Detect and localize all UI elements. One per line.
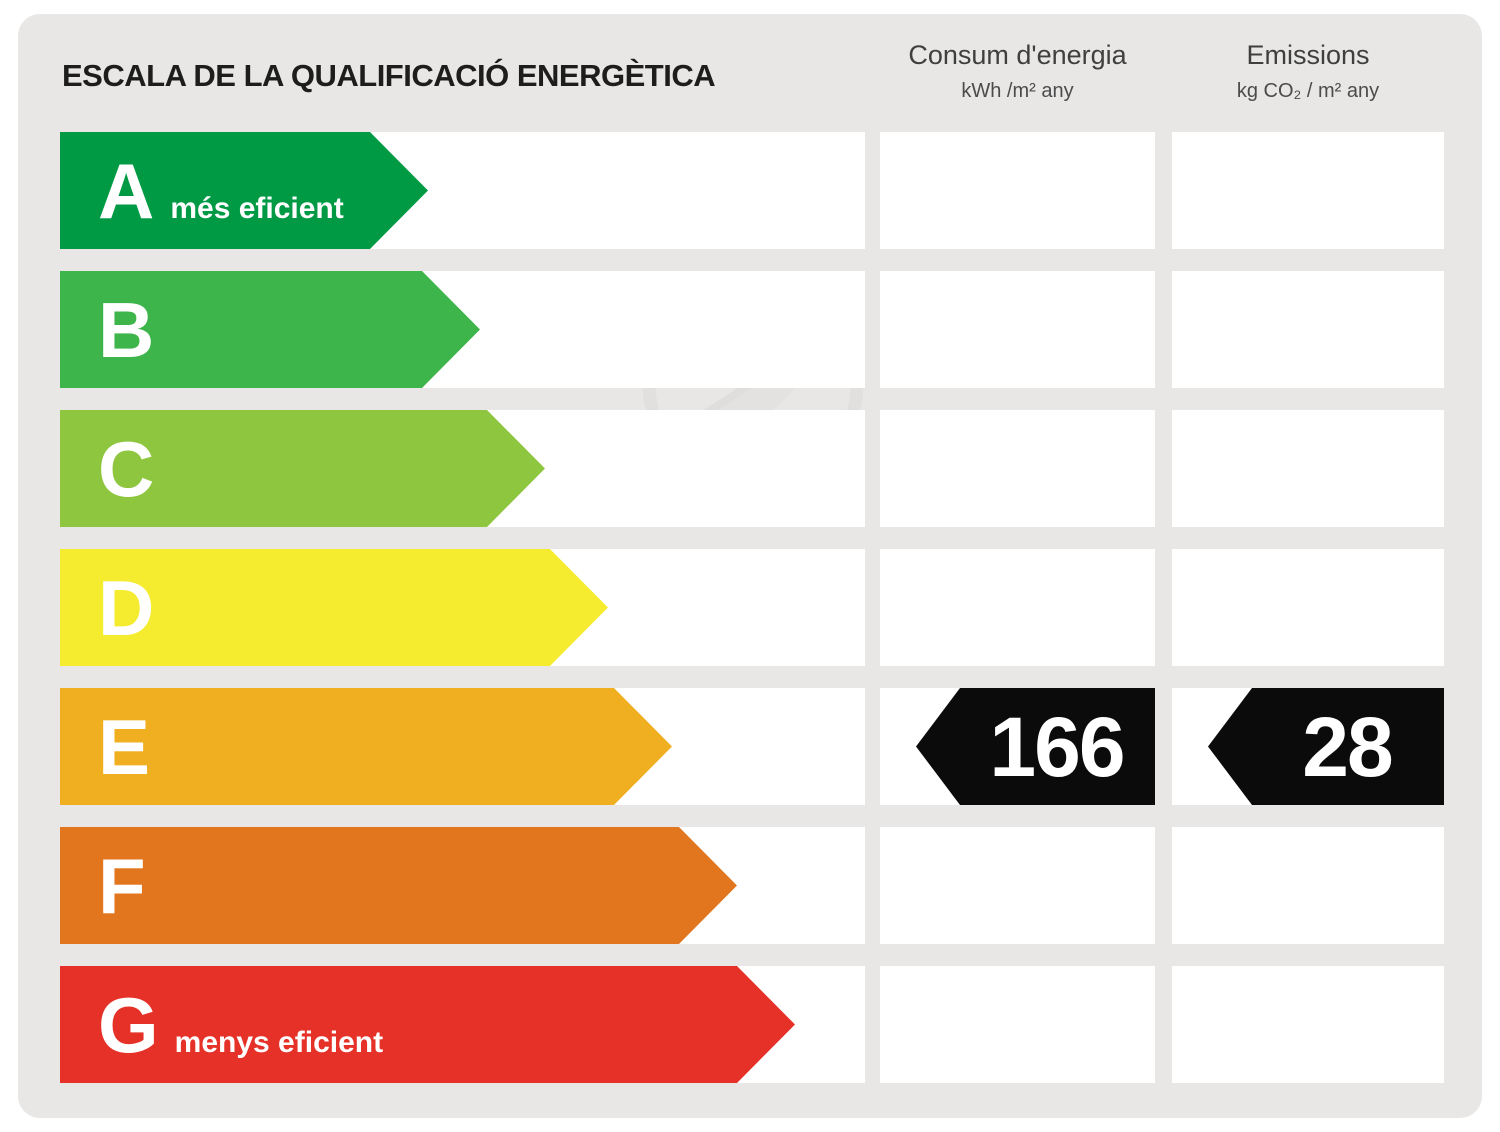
rating-row-c: C <box>18 410 1482 527</box>
rating-letter: A <box>98 146 155 235</box>
energy-cell-c <box>880 410 1155 527</box>
column-header-emissions-unit: kg CO₂ / m² any <box>1236 80 1380 102</box>
rating-arrow-g-text: G menys eficient <box>98 986 383 1064</box>
rating-row-d: D <box>18 549 1482 666</box>
energy-cell-f <box>880 827 1155 944</box>
rating-row-a: A més eficient <box>18 132 1482 249</box>
energy-cell-a <box>880 132 1155 249</box>
energy-cell-b <box>880 271 1155 388</box>
energy-cell-e: 166 <box>880 688 1155 805</box>
emissions-cell-c <box>1172 410 1444 527</box>
rating-letter: B <box>98 285 155 374</box>
rating-arrow-e-text: E <box>98 708 150 786</box>
rating-row-g: G menys eficient <box>18 966 1482 1083</box>
rating-row-b: B <box>18 271 1482 388</box>
rating-letter: D <box>98 563 155 652</box>
rating-arrow-a-text: A més eficient <box>98 152 344 230</box>
rating-arrow-a: A més eficient <box>60 132 428 249</box>
emissions-cell-f <box>1172 827 1444 944</box>
rating-arrow-f: F <box>60 827 737 944</box>
rating-arrow-f-text: F <box>98 847 146 925</box>
emissions-cell-d <box>1172 549 1444 666</box>
emissions-value-badge: 28 <box>1208 688 1444 805</box>
energy-cell-g <box>880 966 1155 1083</box>
rating-arrow-b-text: B <box>98 291 154 369</box>
emissions-cell-g <box>1172 966 1444 1083</box>
rating-letter: C <box>98 424 155 513</box>
rating-letter: F <box>98 841 146 930</box>
rating-letter: G <box>98 980 159 1069</box>
energy-scale-panel: ESCALA DE LA QUALIFICACIÓ ENERGÈTICA Con… <box>18 14 1482 1118</box>
column-header-energy-label: Consum d'energia <box>908 40 1127 70</box>
rating-arrow-d-text: D <box>98 569 154 647</box>
rating-row-f: F <box>18 827 1482 944</box>
column-header-energy-unit: kWh /m² any <box>961 80 1074 102</box>
rating-arrow-e: E <box>60 688 672 805</box>
rating-rows: A més eficient B C <box>18 132 1482 1083</box>
column-header-emissions: Emissions kg CO₂ / m² any <box>1172 40 1444 103</box>
rating-arrow-c: C <box>60 410 545 527</box>
rating-arrow-g: G menys eficient <box>60 966 795 1083</box>
rating-arrow-b: B <box>60 271 480 388</box>
rating-label: menys eficient <box>174 1025 384 1059</box>
energy-value-badge: 166 <box>916 688 1155 805</box>
rating-arrow-d: D <box>60 549 608 666</box>
energy-cell-d <box>880 549 1155 666</box>
rating-label: més eficient <box>170 191 344 225</box>
rating-arrow-c-text: C <box>98 430 154 508</box>
page-title: ESCALA DE LA QUALIFICACIÓ ENERGÈTICA <box>62 58 716 93</box>
emissions-cell-a <box>1172 132 1444 249</box>
column-header-emissions-label: Emissions <box>1246 40 1370 70</box>
emissions-cell-b <box>1172 271 1444 388</box>
energy-value: 166 <box>989 699 1125 794</box>
rating-letter: E <box>98 702 151 791</box>
rating-row-e: 166 28 E <box>18 688 1482 805</box>
column-header-energy: Consum d'energia kWh /m² any <box>880 40 1155 103</box>
emissions-value: 28 <box>1302 699 1393 794</box>
emissions-cell-e: 28 <box>1172 688 1444 805</box>
